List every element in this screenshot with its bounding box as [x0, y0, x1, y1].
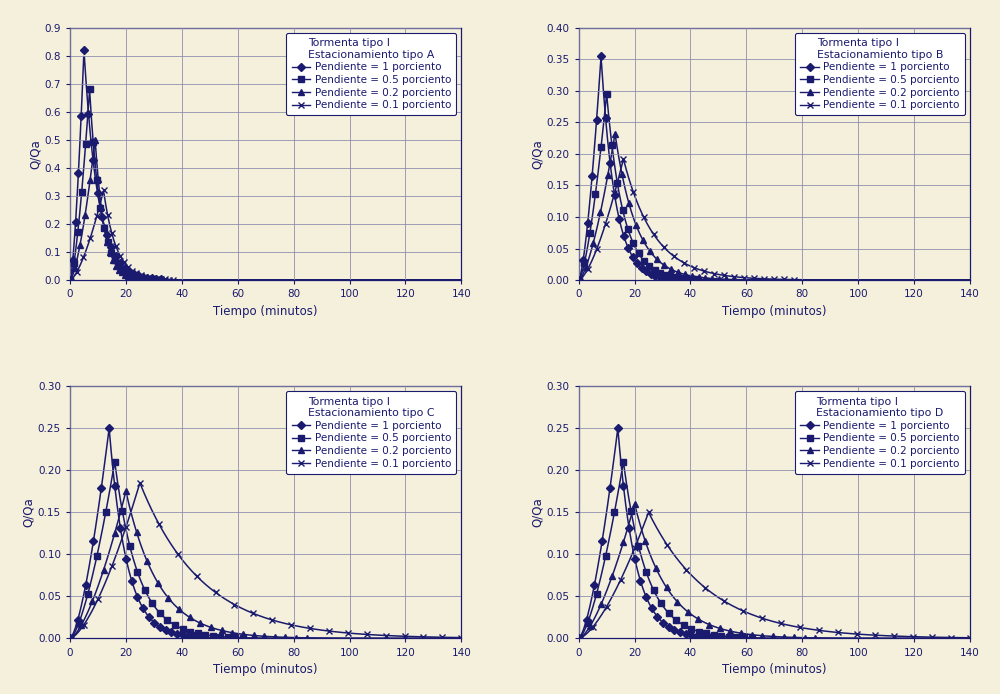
Legend: Pendiente = 1 porciento, Pendiente = 0.5 porciento, Pendiente = 0.2 porciento, P: Pendiente = 1 porciento, Pendiente = 0.5…	[286, 391, 456, 474]
X-axis label: Tiempo (minutos): Tiempo (minutos)	[213, 663, 318, 676]
Y-axis label: Q/Qa: Q/Qa	[29, 139, 42, 169]
X-axis label: Tiempo (minutos): Tiempo (minutos)	[213, 305, 318, 318]
Legend: Pendiente = 1 porciento, Pendiente = 0.5 porciento, Pendiente = 0.2 porciento, P: Pendiente = 1 porciento, Pendiente = 0.5…	[795, 33, 965, 115]
X-axis label: Tiempo (minutos): Tiempo (minutos)	[722, 305, 827, 318]
Y-axis label: Q/Qa: Q/Qa	[531, 498, 544, 527]
Legend: Pendiente = 1 porciento, Pendiente = 0.5 porciento, Pendiente = 0.2 porciento, P: Pendiente = 1 porciento, Pendiente = 0.5…	[795, 391, 965, 474]
Legend: Pendiente = 1 porciento, Pendiente = 0.5 porciento, Pendiente = 0.2 porciento, P: Pendiente = 1 porciento, Pendiente = 0.5…	[286, 33, 456, 115]
Y-axis label: Q/Qa: Q/Qa	[531, 139, 544, 169]
Y-axis label: Q/Qa: Q/Qa	[22, 498, 35, 527]
X-axis label: Tiempo (minutos): Tiempo (minutos)	[722, 663, 827, 676]
